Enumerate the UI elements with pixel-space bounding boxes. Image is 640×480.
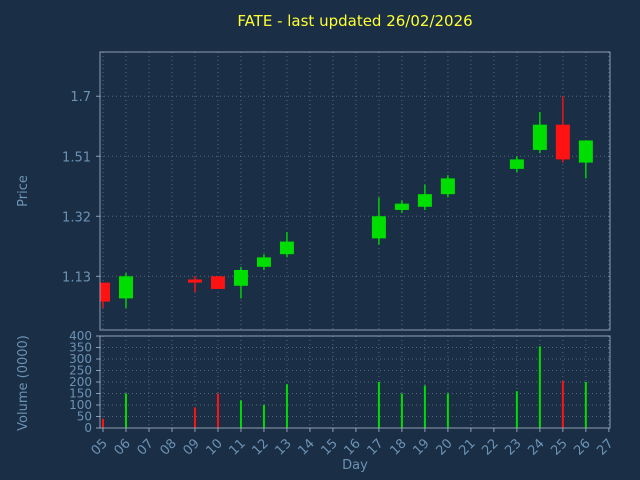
candle-body	[256, 257, 271, 267]
candle-body	[417, 194, 432, 207]
candle	[440, 175, 455, 198]
candle-body	[440, 178, 455, 195]
candle-body	[279, 241, 294, 255]
volume-tick-label: 200	[69, 375, 92, 389]
x-tick-label: 06	[112, 436, 134, 458]
x-axis-label: Day	[342, 458, 368, 473]
x-tick-label: 21	[456, 436, 478, 458]
candle	[256, 254, 271, 270]
candle	[417, 184, 432, 210]
x-tick-label: 07	[134, 436, 156, 458]
price-tick-label: 1.7	[70, 90, 91, 105]
candle-body	[394, 203, 409, 210]
volume-tick-label: 350	[69, 341, 92, 355]
candle	[578, 140, 593, 179]
x-tick-label: 17	[364, 436, 386, 458]
x-tick-label: 08	[157, 436, 179, 458]
price-panel-frame	[99, 51, 611, 331]
volume-tick-label: 100	[69, 398, 92, 412]
candle-body	[210, 276, 225, 289]
x-tick-label: 20	[433, 436, 455, 458]
x-tick-label: 25	[548, 436, 570, 458]
candle	[555, 96, 570, 163]
x-tick-label: 27	[594, 436, 616, 458]
volume-tick-label: 0	[84, 421, 92, 435]
price-tick-label: 1.51	[62, 150, 91, 165]
volume-axis-label: Volume (0000)	[16, 335, 31, 431]
chart-title: FATE - last updated 26/02/2026	[237, 12, 472, 30]
x-tick-label: 24	[525, 436, 547, 458]
candle-body	[118, 276, 133, 299]
x-tick-label: 10	[203, 436, 225, 458]
volume-tick-label: 250	[69, 364, 92, 378]
price-axis-label: Price	[16, 175, 31, 207]
volume-tick-label: 50	[77, 410, 92, 424]
x-tick-label: 11	[226, 436, 248, 458]
x-tick-label: 15	[318, 436, 340, 458]
x-tick-label: 12	[249, 436, 271, 458]
candle	[187, 276, 202, 293]
price-tick-label: 1.13	[62, 270, 91, 285]
candle-body	[187, 279, 202, 283]
frame-layer	[99, 51, 611, 429]
x-tick-label: 14	[295, 436, 317, 458]
candle-body	[555, 124, 570, 160]
candle	[118, 273, 133, 308]
candle	[279, 232, 294, 258]
x-tick-label: 19	[410, 436, 432, 458]
x-tick-label: 22	[479, 436, 501, 458]
candle	[100, 282, 110, 308]
candle-body	[233, 269, 248, 286]
x-tick-label: 16	[341, 436, 363, 458]
candle-body	[509, 159, 524, 169]
price-tick-label: 1.32	[62, 210, 91, 225]
x-tick-label: 26	[571, 436, 593, 458]
candle-body	[371, 216, 386, 239]
series-layer	[100, 96, 593, 428]
candle	[532, 112, 547, 154]
candle	[210, 276, 225, 289]
volume-tick-label: 150	[69, 387, 92, 401]
candle	[394, 200, 409, 214]
candle	[233, 266, 248, 299]
volume-tick-label: 300	[69, 352, 92, 366]
x-tick-label: 05	[89, 436, 111, 458]
x-tick-label: 23	[502, 436, 524, 458]
candle-body	[532, 124, 547, 150]
candle-body	[100, 282, 110, 302]
x-tick-label: 13	[272, 436, 294, 458]
volume-tick-label: 400	[69, 329, 92, 343]
x-tick-label: 18	[387, 436, 409, 458]
x-tick-label: 09	[180, 436, 202, 458]
grid-layer	[100, 52, 610, 428]
candle	[371, 197, 386, 245]
candle	[509, 156, 524, 173]
candle-body	[578, 140, 593, 163]
